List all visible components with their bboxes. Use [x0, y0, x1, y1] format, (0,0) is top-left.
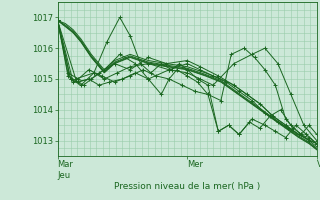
X-axis label: Pression niveau de la mer( hPa ): Pression niveau de la mer( hPa ): [114, 182, 260, 191]
